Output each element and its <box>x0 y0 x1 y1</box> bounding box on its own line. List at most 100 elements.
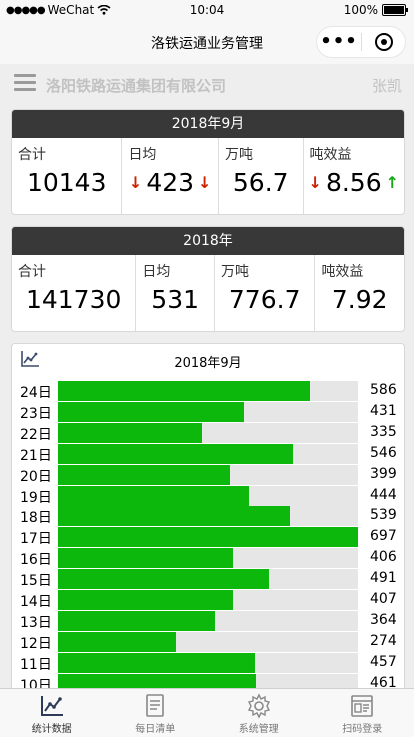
bar-value-label: 364 <box>370 612 397 628</box>
tab-scan-login[interactable]: 扫码登录 <box>311 689 414 737</box>
bar-track <box>58 590 358 610</box>
tab-daily-list[interactable]: 每日清单 <box>104 689 208 737</box>
bar-track <box>58 465 358 485</box>
month-daily-avg-value: 423 <box>146 168 194 197</box>
bar <box>58 527 358 547</box>
year-daily-avg-cell: 日均 531 <box>136 255 215 331</box>
user-name[interactable]: 张凯 <box>372 75 402 96</box>
month-ton-benefit-label: 吨效益 <box>310 144 352 164</box>
bar <box>58 381 310 401</box>
bar-category-label: 18日 <box>20 507 60 527</box>
bar-value-label: 406 <box>370 549 397 565</box>
bar-track <box>58 653 358 673</box>
bar-row: 15日 491 <box>12 569 404 589</box>
bar-track <box>58 423 358 443</box>
bar-category-label: 12日 <box>20 633 60 653</box>
bar-category-label: 11日 <box>20 654 60 674</box>
year-total-cell: 合计 141730 <box>12 255 136 331</box>
year-tons-cell: 万吨 776.7 <box>215 255 315 331</box>
bar-value-label: 539 <box>370 507 397 523</box>
bar-track <box>58 506 358 526</box>
battery-percent: 100% <box>344 3 378 17</box>
tab-label: 扫码登录 <box>342 720 382 735</box>
bar-category-label: 15日 <box>20 570 60 590</box>
year-total-value: 141730 <box>26 285 121 314</box>
year-ton-benefit-cell: 吨效益 7.92 <box>315 255 404 331</box>
tab-statistics[interactable]: 统计数据 <box>0 689 104 737</box>
bar-value-label: 399 <box>370 466 397 482</box>
bar-category-label: 20日 <box>20 466 60 486</box>
bar <box>58 590 233 610</box>
bar-value-label: 457 <box>370 654 397 670</box>
bar-row: 20日 399 <box>12 465 404 485</box>
bar-row: 23日 431 <box>12 402 404 422</box>
year-ton-benefit-value: 7.92 <box>332 285 388 314</box>
chart-icon <box>39 693 65 719</box>
bar-row: 18日 539 <box>12 506 404 526</box>
tab-label: 系统管理 <box>239 720 279 735</box>
bar-category-label: 14日 <box>20 591 60 611</box>
tab-system-settings[interactable]: 系统管理 <box>207 689 311 737</box>
bar-category-label: 23日 <box>20 403 60 423</box>
bar-row: 22日 335 <box>12 423 404 443</box>
bar <box>58 486 249 506</box>
bar-category-label: 24日 <box>20 382 60 402</box>
tab-label: 统计数据 <box>32 720 72 735</box>
bar-track <box>58 632 358 652</box>
more-options-button[interactable]: ••• <box>317 27 361 57</box>
bar-track <box>58 486 358 506</box>
year-tons-label: 万吨 <box>221 261 249 281</box>
bar-track <box>58 527 358 547</box>
bar <box>58 444 293 464</box>
bar <box>58 653 255 673</box>
bar-value-label: 546 <box>370 445 397 461</box>
year-tons-value: 776.7 <box>229 285 301 314</box>
month-tons-value: 56.7 <box>233 168 289 197</box>
bar <box>58 611 215 631</box>
month-card-title: 2018年9月 <box>12 110 404 138</box>
bar-value-label: 335 <box>370 424 397 440</box>
year-ton-benefit-label: 吨效益 <box>321 261 363 281</box>
bar-track <box>58 381 358 401</box>
month-daily-avg-label: 日均 <box>128 144 156 164</box>
bar-track <box>58 402 358 422</box>
arrow-down-icon: ↓ <box>198 173 211 192</box>
arrow-down-icon: ↓ <box>309 173 322 192</box>
close-target-icon <box>375 33 393 51</box>
bar <box>58 548 233 568</box>
status-bar: ●●●●● WeChat 10:04 100% <box>0 0 414 20</box>
year-total-label: 合计 <box>18 261 46 281</box>
bar-value-label: 407 <box>370 591 397 607</box>
bar-category-label: 19日 <box>20 487 60 507</box>
bar-category-label: 21日 <box>20 445 60 465</box>
bar <box>58 569 269 589</box>
bar-track <box>58 611 358 631</box>
bar <box>58 402 244 422</box>
close-mini-program-button[interactable] <box>362 33 405 51</box>
bottom-tab-bar: 统计数据 每日清单 系统管理 扫码登录 <box>0 688 414 737</box>
battery-icon <box>382 4 406 16</box>
year-daily-avg-label: 日均 <box>142 261 170 281</box>
bar-track <box>58 569 358 589</box>
menu-icon[interactable] <box>14 74 36 92</box>
bar-category-label: 17日 <box>20 528 60 548</box>
bar-value-label: 431 <box>370 403 397 419</box>
tab-label: 每日清单 <box>135 720 175 735</box>
month-tons-label: 万吨 <box>225 144 253 164</box>
bar-row: 14日 407 <box>12 590 404 610</box>
arrow-up-icon: ↑ <box>386 173 399 192</box>
app-header: 洛阳铁路运通集团有限公司 张凯 <box>0 64 414 104</box>
bar-category-label: 22日 <box>20 424 60 444</box>
bar-value-label: 491 <box>370 570 397 586</box>
company-name: 洛阳铁路运通集团有限公司 <box>46 75 226 96</box>
month-daily-avg-cell: 日均 ↓ 423 ↓ <box>122 138 219 214</box>
month-total-value: 10143 <box>27 168 107 197</box>
arrow-down-icon: ↓ <box>129 173 142 192</box>
